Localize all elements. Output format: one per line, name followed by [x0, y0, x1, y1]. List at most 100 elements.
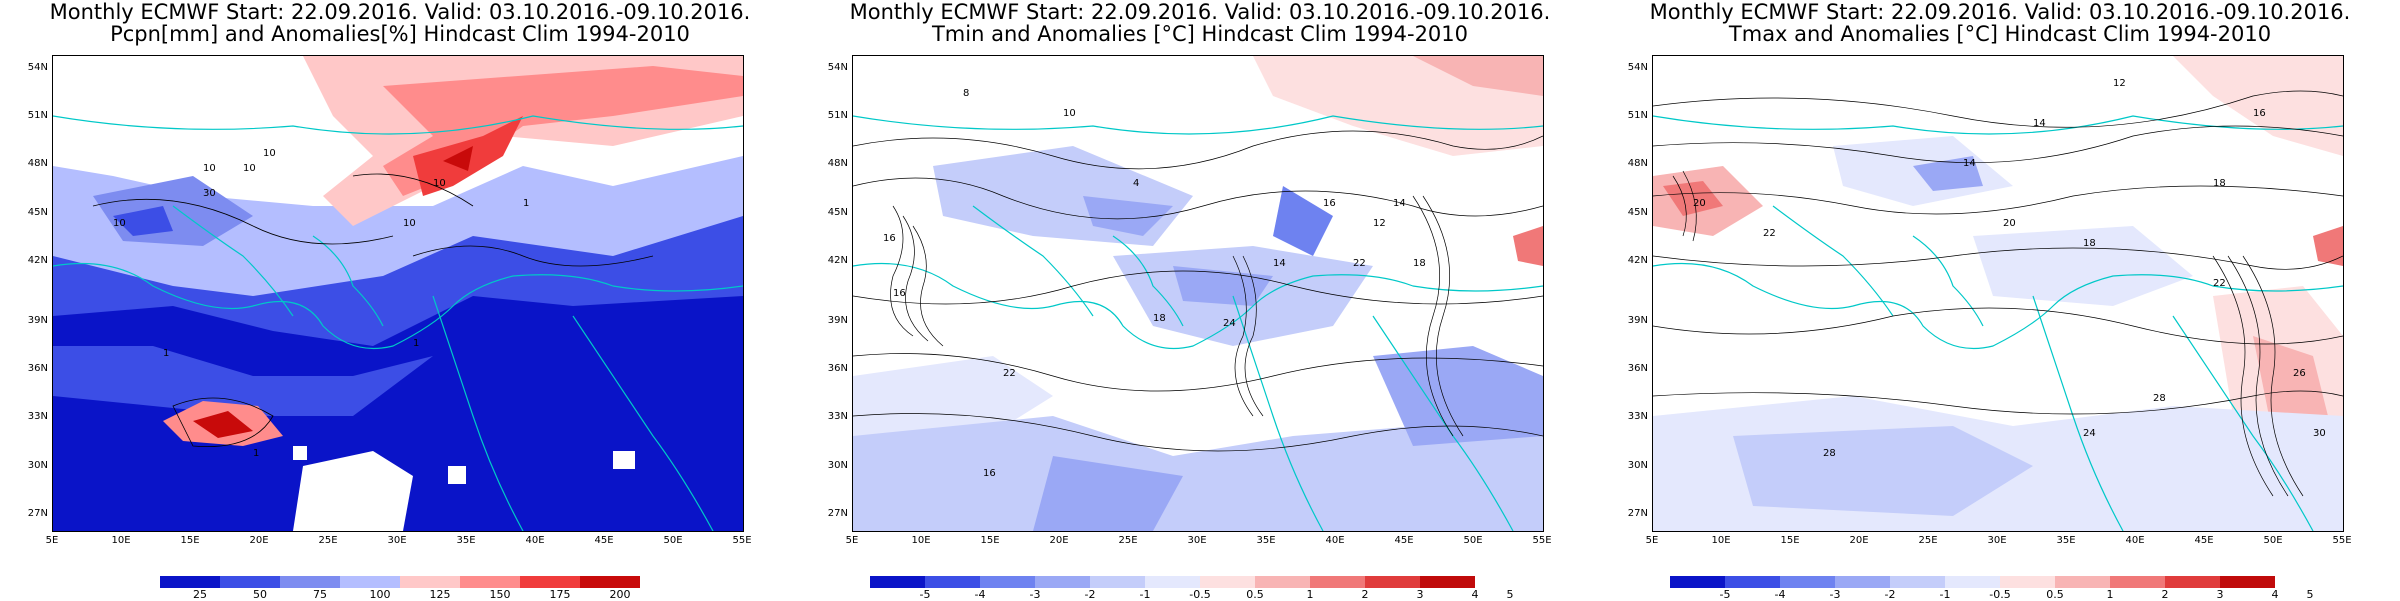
colorbar-swatch [1255, 576, 1310, 588]
lat-tick: 30N [1627, 460, 1648, 471]
contour-label: 16 [983, 468, 996, 479]
lat-tick: 36N [27, 363, 48, 374]
contour-label: 24 [2083, 428, 2096, 439]
contour-label: 20 [2003, 218, 2016, 229]
colorbar-swatch [1890, 576, 1945, 588]
lon-tick: 40E [525, 535, 545, 546]
panel-title-line2: Tmax and Anomalies [°C] Hindcast Clim 19… [1728, 22, 2272, 46]
colorbar-swatch [1945, 576, 2000, 588]
contour-label: 1 [413, 338, 419, 349]
lat-tick: 39N [827, 315, 848, 326]
lat-tick: 42N [1627, 255, 1648, 266]
contour-label: 28 [2153, 393, 2166, 404]
lon-tick: 50E [2263, 535, 2283, 546]
lat-tick: 39N [27, 315, 48, 326]
colorbar-label: -1 [1139, 588, 1151, 601]
colorbar-swatch [925, 576, 980, 588]
colorbar-swatch [520, 576, 580, 588]
panel-title-line1: Monthly ECMWF Start: 22.09.2016. Valid: … [849, 0, 1551, 24]
contour-label: 10 [403, 218, 416, 229]
contour-label: 10 [243, 163, 256, 174]
lon-tick: 15E [1780, 535, 1800, 546]
colorbar-swatch [340, 576, 400, 588]
colorbar-swatch [1835, 576, 1890, 588]
lon-tick: 40E [2125, 535, 2145, 546]
tmin-panel: Monthly ECMWF Start: 22.09.2016. Valid: … [800, 0, 1600, 601]
lat-tick: 48N [827, 158, 848, 169]
contour-label: 16 [883, 233, 896, 244]
colorbar-swatch [160, 576, 220, 588]
contour-label: 14 [2033, 118, 2046, 129]
lat-tick: 45N [827, 207, 848, 218]
colorbar-swatch [1420, 576, 1475, 588]
contour-label: 22 [1353, 258, 1366, 269]
lat-tick: 27N [27, 508, 48, 519]
precip-panel: Monthly ECMWF Start: 22.09.2016. Valid: … [0, 0, 800, 601]
lon-tick: 45E [594, 535, 614, 546]
colorbar-label: -0.5 [1189, 588, 1211, 601]
contour-label: 10 [263, 148, 276, 159]
colorbar-label: 75 [313, 588, 327, 601]
colorbar-swatch [2055, 576, 2110, 588]
colorbar-swatch [1145, 576, 1200, 588]
lon-tick: 35E [2056, 535, 2076, 546]
tmax-panel: Monthly ECMWF Start: 22.09.2016. Valid: … [1600, 0, 2400, 601]
lat-tick: 51N [1627, 110, 1648, 121]
lon-tick: 55E [2332, 535, 2352, 546]
lon-tick: 45E [2194, 535, 2214, 546]
colorbar-label: -3 [1029, 588, 1041, 601]
lon-tick: 15E [980, 535, 1000, 546]
colorbar-swatch [1200, 576, 1255, 588]
lon-tick: 10E [1711, 535, 1731, 546]
lon-tick: 40E [1325, 535, 1345, 546]
colorbar-label: 50 [253, 588, 267, 601]
lat-tick: 33N [27, 411, 48, 422]
lat-tick: 27N [1627, 508, 1648, 519]
colorbar-label: 175 [549, 588, 571, 601]
colorbar-label: 200 [609, 588, 631, 601]
contour-label: 28 [1823, 448, 1836, 459]
colorbar-swatch [220, 576, 280, 588]
contour-label: 18 [1153, 313, 1166, 324]
lat-tick: 54N [827, 62, 848, 73]
colorbar-label: 2 [2161, 588, 2169, 601]
lat-tick: 51N [27, 110, 48, 121]
lon-tick: 55E [732, 535, 752, 546]
contour-label: 10 [203, 163, 216, 174]
contour-label: 22 [2213, 278, 2226, 289]
colorbar-label: 4 [2271, 588, 2279, 601]
lat-tick: 36N [827, 363, 848, 374]
colorbar-label: 150 [489, 588, 511, 601]
contour-label: 30 [2313, 428, 2326, 439]
contour-label: 22 [1003, 368, 1016, 379]
panel-title-line1: Monthly ECMWF Start: 22.09.2016. Valid: … [49, 0, 751, 24]
colorbar-swatch [870, 576, 925, 588]
tmin-map[interactable]: 8 10 16 14 4 16 18 12 14 22 16 18 22 24 16 [852, 55, 1544, 532]
colorbar-label: -4 [974, 588, 986, 601]
colorbar-label: 125 [429, 588, 451, 601]
colorbar-label: -5 [1719, 588, 1731, 601]
contour-label: 30 [203, 188, 216, 199]
lon-tick: 50E [663, 535, 683, 546]
contour-label: 24 [1223, 318, 1236, 329]
colorbar-label: 1 [2106, 588, 2114, 601]
lat-tick: 30N [827, 460, 848, 471]
lon-tick: 55E [1532, 535, 1552, 546]
lat-tick: 45N [27, 207, 48, 218]
lon-tick: 30E [387, 535, 407, 546]
tmax-map[interactable]: 12 14 16 18 20 22 14 20 18 24 28 26 30 28 22 [1652, 55, 2344, 532]
precip-map[interactable]: 10 10 10 30 10 10 10 1 1 1 1 [52, 55, 744, 532]
colorbar-swatch [2220, 576, 2275, 588]
contour-label: 16 [893, 288, 906, 299]
contour-label: 14 [1273, 258, 1286, 269]
colorbar-swatch [1670, 576, 1725, 588]
lon-tick: 5E [845, 535, 859, 546]
colorbar-swatch [580, 576, 640, 588]
lon-tick: 20E [1849, 535, 1869, 546]
lat-tick: 54N [27, 62, 48, 73]
contour-label: 12 [2113, 78, 2126, 89]
colorbar-label: 5 [1506, 588, 1514, 601]
lat-tick: 42N [827, 255, 848, 266]
lon-tick: 35E [456, 535, 476, 546]
colorbar-label: 100 [369, 588, 391, 601]
